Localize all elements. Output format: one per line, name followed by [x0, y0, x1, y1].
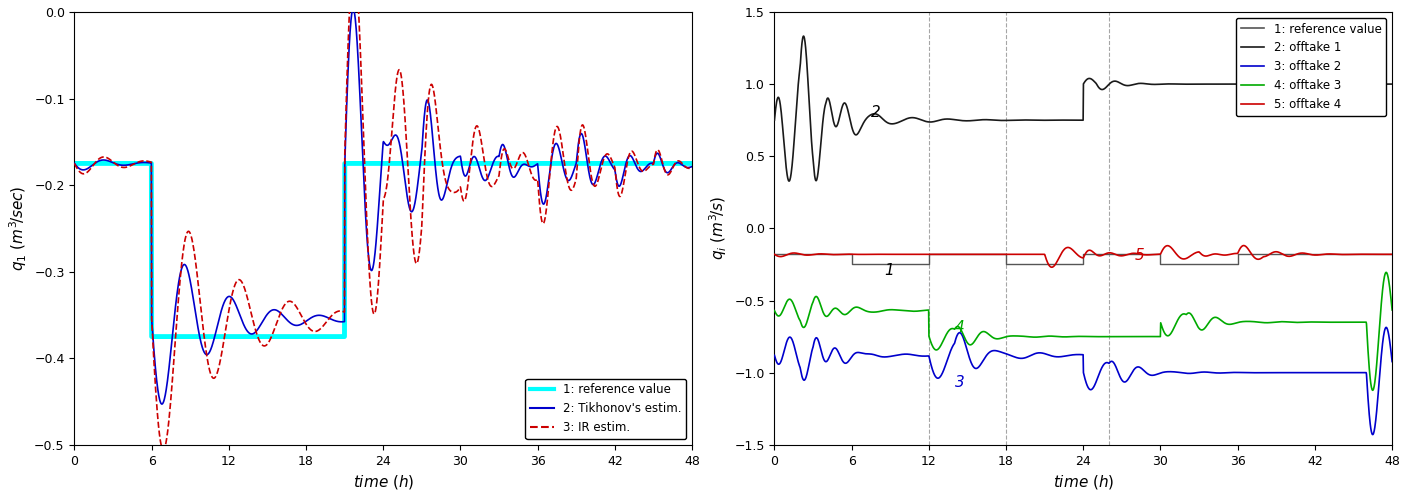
Legend: 1: reference value, 2: Tikhonov's estim., 3: IR estim.: 1: reference value, 2: Tikhonov's estim.… [525, 378, 687, 439]
Y-axis label: $q_1$ $(m^3\!/sec)$: $q_1$ $(m^3\!/sec)$ [7, 186, 28, 271]
Text: 1: 1 [884, 262, 893, 277]
Text: 5: 5 [1135, 248, 1144, 263]
Text: 2: 2 [871, 105, 881, 121]
Text: 3: 3 [954, 375, 964, 390]
Legend: 1: reference value, 2: offtake 1, 3: offtake 2, 4: offtake 3, 5: offtake 4: 1: reference value, 2: offtake 1, 3: off… [1235, 18, 1386, 116]
X-axis label: $\it{time}$ $\it{(h)}$: $\it{time}$ $\it{(h)}$ [353, 473, 414, 491]
Text: 4: 4 [954, 320, 964, 335]
Y-axis label: $q_i$ $(m^3\!/s)$: $q_i$ $(m^3\!/s)$ [706, 196, 729, 260]
X-axis label: $\it{time}$ $\it{(h)}$: $\it{time}$ $\it{(h)}$ [1052, 473, 1114, 491]
